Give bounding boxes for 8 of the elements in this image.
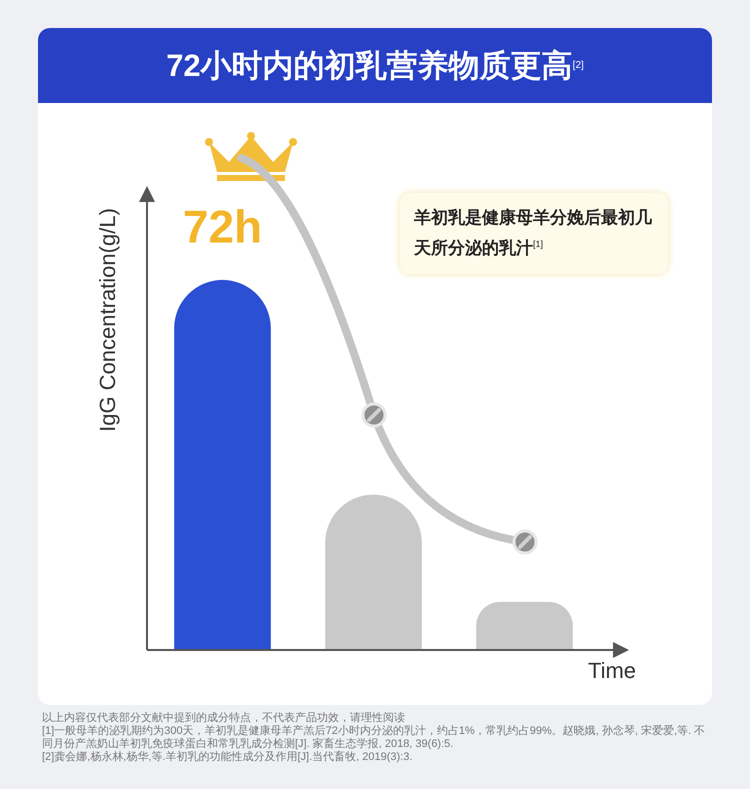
text: 以上内容仅代表部分文献中提到的成分特点，不代表产品功效，请理性阅读 [42, 712, 406, 724]
text: [2]龚会娜,杨永林,杨华,等.羊初乳的功能性成分及作用[J].当代畜牧, 2019(3):3. [42, 751, 414, 764]
chart-title: 72小时内的初乳营养物质更高$^{[2]}$ [38, 28, 712, 103]
y-axis-title: IgG Concentration(g/L) [95, 208, 120, 432]
text: [1]一般母羊的泌乳期约为300天，羊初乳是健康母羊产羔后72小时内分泌的乳汁，约占1%，常乳约占99%。赵晓娥, 孙念琴, 宋爱爱,等. 不同月份产羔奶山羊初乳免疫球蛋白和常乳乳成分检测[J]. 家畜生态学报, 2018, 39(6):5. [42, 725, 706, 750]
x-axis-title: Time [588, 658, 636, 684]
text: 羊初乳是健康母羊分娩后最初几天所分泌的乳汁$^{[1]}$ [400, 193, 668, 274]
text: 72h [182, 200, 262, 253]
